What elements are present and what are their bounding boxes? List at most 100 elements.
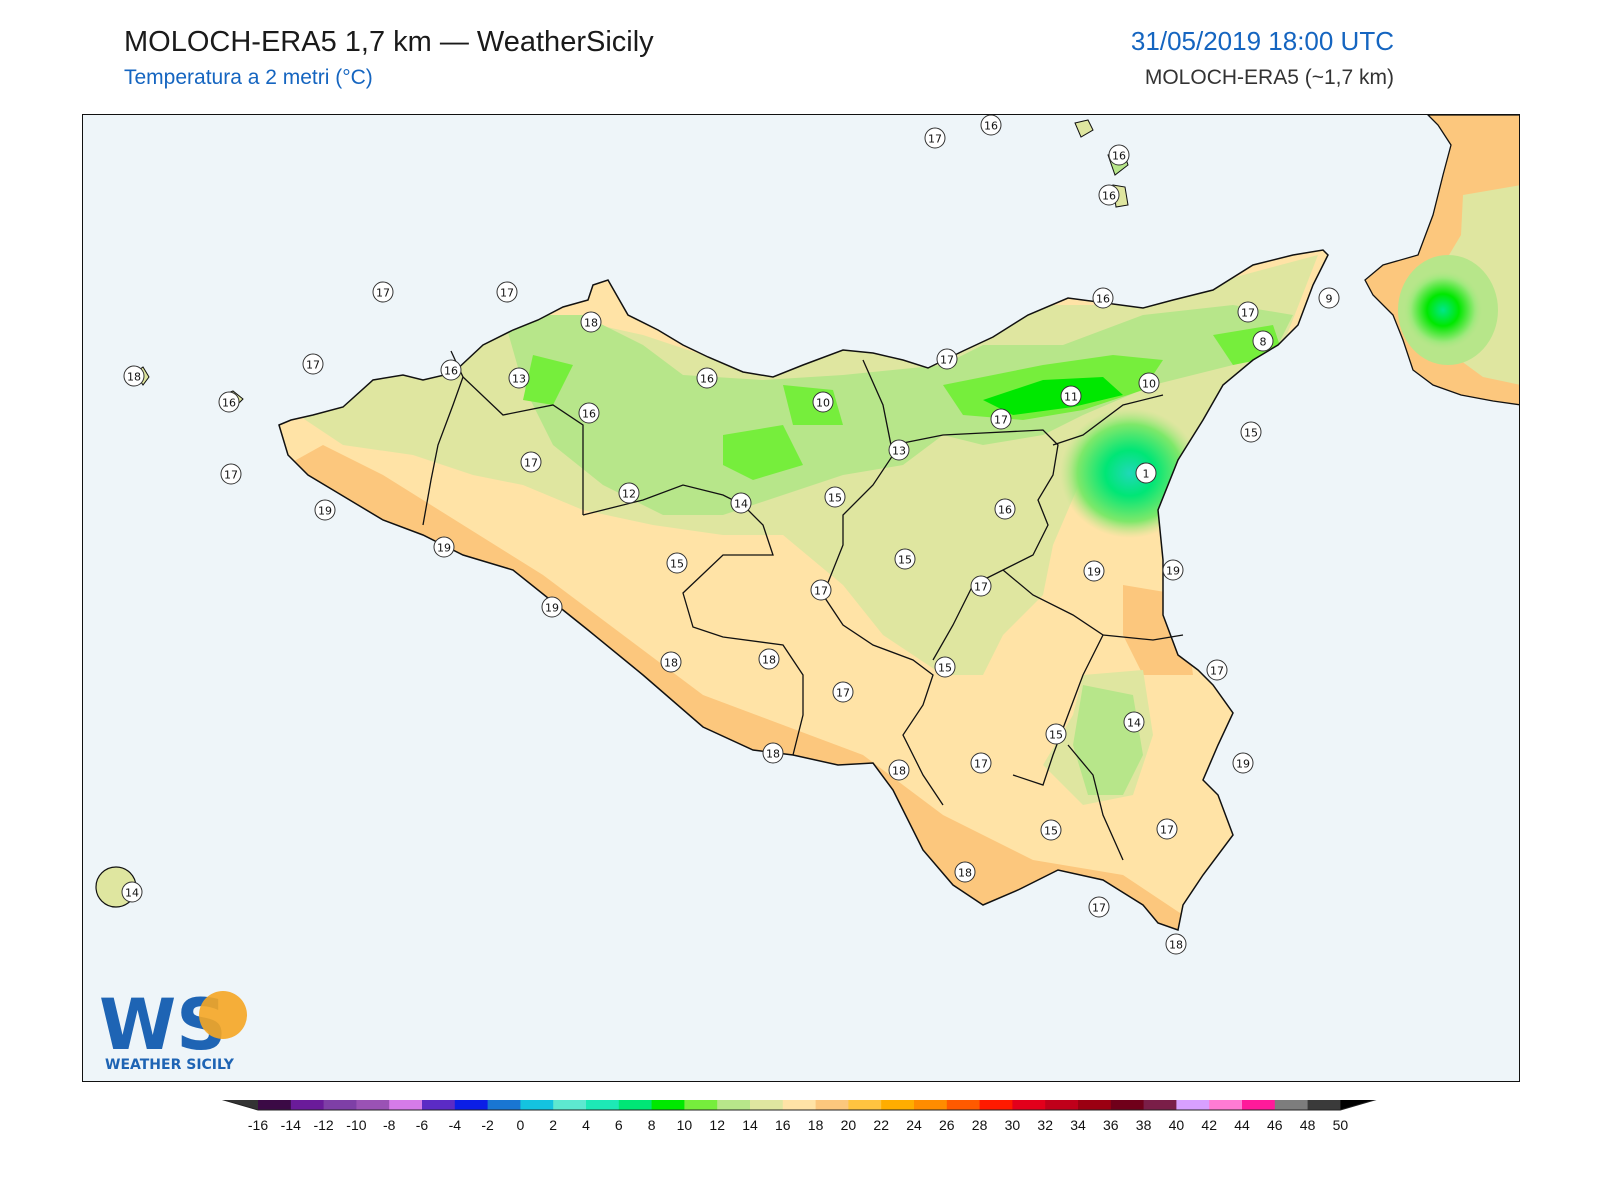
station-value: 1 (1135, 462, 1157, 484)
colorbar-tick-label: -6 (416, 1117, 429, 1133)
colorbar-tick-label: -2 (481, 1117, 494, 1133)
colorbar-swatch (389, 1100, 423, 1110)
station-value: 16 (440, 359, 462, 381)
station-value: 17 (496, 281, 518, 303)
station-value: 18 (660, 651, 682, 673)
colorbar-swatch (1274, 1100, 1309, 1110)
station-value: 17 (1206, 659, 1228, 681)
station-value: 12 (618, 482, 640, 504)
colorbar-tick-label: 16 (775, 1117, 791, 1133)
colorbar-tick-label: 4 (582, 1117, 590, 1133)
colorbar-tick-label: 30 (1005, 1117, 1021, 1133)
station-value: 17 (520, 451, 542, 473)
station-value: 15 (666, 552, 688, 574)
colorbar-tick-label: 48 (1300, 1117, 1316, 1133)
model-name: MOLOCH-ERA5 (~1,7 km) (1144, 66, 1394, 89)
station-value: 8 (1252, 330, 1274, 352)
colorbar-swatch (1012, 1100, 1046, 1110)
station-value: 17 (970, 575, 992, 597)
colorbar-tick-label: 18 (808, 1117, 824, 1133)
colorbar-swatch (750, 1100, 784, 1110)
colorbar-tick-label: -8 (383, 1117, 396, 1133)
colorbar-tick-label: 6 (615, 1117, 623, 1133)
colorbar-tick-label: -4 (449, 1117, 462, 1133)
colorbar-tick-label: 22 (873, 1117, 889, 1133)
colorbar-swatch (651, 1100, 685, 1110)
colorbar-tick-label: 2 (549, 1117, 557, 1133)
map-base (95, 115, 1519, 931)
colorbar-swatch (684, 1100, 718, 1110)
station-value: 18 (123, 365, 145, 387)
colorbar-tick-label: 10 (677, 1117, 693, 1133)
colorbar-tick-label: -14 (281, 1117, 301, 1133)
colorbar-swatch (848, 1100, 882, 1110)
colorbar-swatch (1045, 1100, 1079, 1110)
temperature-map: 17 16 16 16 17 17 17 18 18 16 16 13 16 17 17 16 19 19 12 17… (82, 114, 1520, 1082)
colorbar-tick-label: 14 (742, 1117, 758, 1133)
station-value: 15 (1040, 819, 1062, 841)
colorbar-swatch (717, 1100, 751, 1110)
colorbar-tick-label: -10 (346, 1117, 366, 1133)
colorbar-swatch (356, 1100, 390, 1110)
station-value: 18 (954, 861, 976, 883)
station-value: 18 (1165, 933, 1187, 955)
colorbar-tick-label: 38 (1136, 1117, 1152, 1133)
colorbar-tick-label: 46 (1267, 1117, 1283, 1133)
map-subtitle: Temperatura a 2 metri (°C) (124, 66, 373, 89)
colorbar-swatch (422, 1100, 456, 1110)
station-value: 15 (934, 656, 956, 678)
station-value: 14 (730, 492, 752, 514)
station-value: 19 (1162, 559, 1184, 581)
map-title: MOLOCH-ERA5 1,7 km — WeatherSicily (124, 26, 654, 58)
weathersicily-logo: WS WEATHER SICILY (99, 984, 247, 1073)
station-value: 15 (894, 548, 916, 570)
station-value: 15 (1240, 421, 1262, 443)
colorbar-tick-label: 44 (1234, 1117, 1250, 1133)
colorbar: -16 -14 -12 -10 -8 -6 -4 -2 0 2 4 6 8 10 12 14 16 18 20 22 2… (221, 1100, 1377, 1133)
station-value: 14 (121, 881, 143, 903)
colorbar-tick-label: -16 (248, 1117, 268, 1133)
colorbar-tick-label: 32 (1037, 1117, 1053, 1133)
colorbar-swatch (520, 1100, 554, 1110)
colorbar-swatch (487, 1100, 521, 1110)
station-value: 15 (824, 486, 846, 508)
colorbar-swatch (586, 1100, 620, 1110)
station-value: 14 (1123, 711, 1145, 733)
colorbar-swatch (1110, 1100, 1145, 1110)
station-value: 16 (1092, 287, 1114, 309)
station-value: 16 (1108, 144, 1130, 166)
station-value: 13 (888, 439, 910, 461)
colorbar-swatch (290, 1100, 325, 1110)
colorbar-tick-label: 24 (906, 1117, 922, 1133)
station-value: 16 (980, 115, 1002, 136)
station-value: 15 (1045, 723, 1067, 745)
station-value: 18 (888, 759, 910, 781)
station-value: 17 (220, 463, 242, 485)
station-value: 16 (696, 367, 718, 389)
colorbar-tick-label: 12 (709, 1117, 725, 1133)
colorbar-swatch (782, 1100, 817, 1110)
station-value: 17 (1237, 301, 1259, 323)
colorbar-tick-label: 28 (972, 1117, 988, 1133)
colorbar-tick-label: 40 (1169, 1117, 1185, 1133)
station-value: 18 (762, 742, 784, 764)
station-value: 16 (994, 498, 1016, 520)
colorbar-swatch (881, 1100, 915, 1110)
station-value: 17 (1088, 896, 1110, 918)
station-value: 16 (1098, 184, 1120, 206)
station-value: 19 (541, 596, 563, 618)
colorbar-tick-label: 8 (648, 1117, 656, 1133)
colorbar-swatch (553, 1100, 587, 1110)
station-value: 17 (936, 348, 958, 370)
colorbar-tick-label: 26 (939, 1117, 955, 1133)
station-value: 19 (433, 536, 455, 558)
colorbar-swatch (1176, 1100, 1210, 1110)
station-value: 19 (314, 499, 336, 521)
colorbar-tick-label: 42 (1201, 1117, 1217, 1133)
colorbar-swatch (1242, 1100, 1276, 1110)
colorbar-swatch (914, 1100, 948, 1110)
station-value: 18 (758, 648, 780, 670)
colorbar-swatch (1078, 1100, 1112, 1110)
colorbar-swatch (979, 1100, 1013, 1110)
colorbar-tick-label: -12 (313, 1117, 333, 1133)
